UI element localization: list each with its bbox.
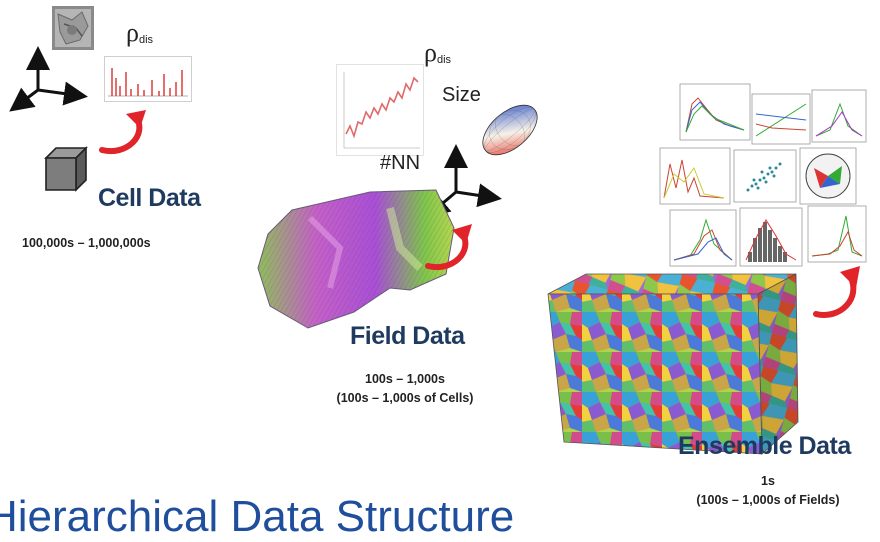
ensemble-count-line2: (100s – 1,000s of Fields): [696, 493, 840, 507]
cell-data-title: Cell Data: [98, 184, 201, 212]
field-data-count: 100s – 1,000s (100s – 1,000s of Cells): [300, 370, 510, 408]
cell-rho-label: ρdis: [126, 18, 154, 47]
ensemble-data-title: Ensemble Data: [678, 432, 851, 460]
ensemble-plot: [733, 149, 797, 203]
cell-axes-icon: [9, 46, 88, 112]
field-nn-label: #NN: [380, 152, 421, 174]
cell-red-arrow: [99, 110, 146, 155]
ensemble-plot: [659, 147, 731, 205]
ensemble-sphere-plot: [799, 147, 857, 205]
cell-cube-icon: [44, 146, 88, 192]
field-data-section: ρdis Size #NN: [250, 30, 570, 420]
ensemble-plot: [811, 89, 867, 143]
field-rho-label: ρdis: [424, 38, 452, 67]
field-count-line2: (100s – 1,000s of Cells): [336, 391, 474, 405]
field-grain-image: [257, 189, 455, 329]
cell-histogram-plot: [104, 56, 192, 102]
ensemble-plot: [807, 205, 867, 263]
microscope-image: [52, 6, 94, 50]
ensemble-grain-box: [547, 273, 799, 455]
ensemble-plot: [679, 83, 751, 141]
ensemble-plot: [739, 207, 803, 267]
field-red-arrow: [425, 224, 472, 271]
ensemble-plot-collage: [659, 83, 867, 267]
field-count-line1: 100s – 1,000s: [365, 372, 445, 386]
field-ellipsoid-icon: [482, 104, 538, 156]
ensemble-plot: [669, 209, 737, 267]
ensemble-red-arrow: [813, 266, 860, 318]
field-line-plot: [336, 64, 424, 156]
cell-data-section: ρdis Cell Data 100,000s – 1,0: [0, 0, 260, 270]
ensemble-data-section: Ensemble Data 1s (100s – 1,000s of Field…: [540, 80, 880, 520]
cell-data-count: 100,000s – 1,000,000s: [22, 236, 151, 250]
ensemble-plot: [751, 93, 811, 145]
field-data-title: Field Data: [350, 322, 465, 350]
ensemble-data-count: 1s (100s – 1,000s of Fields): [658, 472, 878, 510]
field-size-label: Size: [442, 84, 481, 106]
page-heading: Hierarchical Data Structure: [0, 492, 515, 541]
ensemble-count-line1: 1s: [761, 474, 775, 488]
